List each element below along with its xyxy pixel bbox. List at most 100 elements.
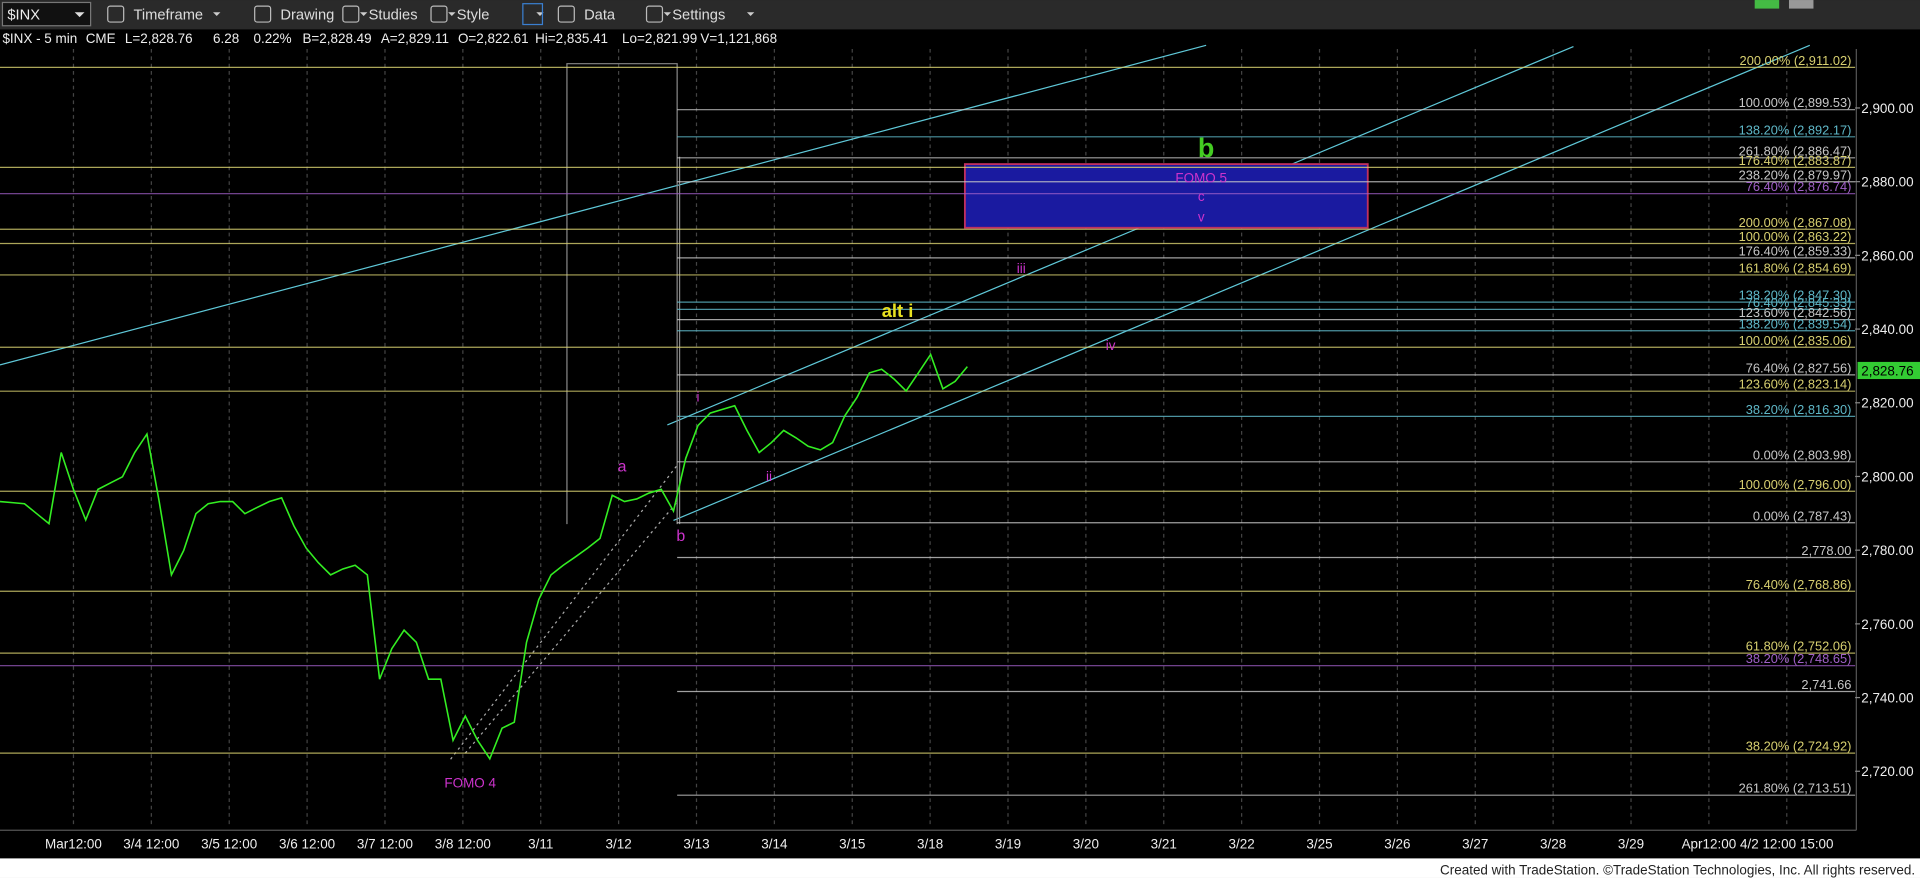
- fib-label: 138.20% (2,839.54): [1739, 316, 1852, 331]
- wave-label: b: [1198, 133, 1214, 163]
- y-tick-label: 2,840.00: [1861, 322, 1913, 337]
- wave-label: v: [1198, 210, 1205, 225]
- dropdown-arrow: [360, 12, 368, 16]
- wave-label: c: [1198, 189, 1205, 204]
- x-tick-label: 3/13: [683, 837, 709, 852]
- last-price-label: 2,828.76: [1861, 363, 1913, 378]
- quote-field: Hi=2,835.41: [535, 31, 608, 46]
- menu-item[interactable]: Data: [584, 8, 616, 24]
- fib-label: 176.40% (2,883.87): [1739, 153, 1852, 168]
- dropdown-arrow: [74, 12, 85, 18]
- menu-item[interactable]: Settings: [672, 8, 725, 24]
- menu-icon[interactable]: [254, 5, 272, 23]
- quote-field: 6.28: [213, 31, 239, 46]
- quote-field: O=2,822.61: [458, 31, 529, 46]
- quote-field: V=1,121,868: [700, 31, 777, 46]
- x-tick-label: 3/29: [1618, 837, 1644, 852]
- quote-field: Lo=2,821.99: [622, 31, 697, 46]
- quote-field: 0.22%: [253, 31, 291, 46]
- fib-label: 200.00% (2,867.08): [1739, 215, 1852, 230]
- x-tick-label: 3/28: [1540, 837, 1566, 852]
- y-tick-label: 2,780.00: [1861, 543, 1913, 558]
- y-tick-label: 2,800.00: [1861, 469, 1913, 484]
- y-tick-label: 2,860.00: [1861, 248, 1913, 263]
- wave-label: b: [676, 528, 685, 545]
- x-tick-label: 3/7 12:00: [357, 837, 413, 852]
- x-tick-label: 3/21: [1151, 837, 1177, 852]
- x-tick-label: 3/27: [1462, 837, 1488, 852]
- dropdown-arrow: [448, 12, 456, 16]
- x-tick-label: 3/4 12:00: [123, 837, 179, 852]
- wave-label: iii: [1017, 261, 1026, 276]
- menu-item[interactable]: Drawing: [280, 8, 334, 24]
- fib-label: 76.40% (2,827.56): [1746, 360, 1852, 375]
- dropdown-arrow: [746, 12, 755, 16]
- symbol: $INX: [7, 8, 40, 24]
- y-tick-label: 2,880.00: [1861, 175, 1913, 190]
- fib-label: 100.00% (2,796.00): [1739, 477, 1852, 492]
- menu-icon[interactable]: [430, 5, 448, 23]
- fib-label: 138.20% (2,892.17): [1739, 122, 1852, 137]
- fib-label: 100.00% (2,835.06): [1739, 333, 1852, 348]
- menu-item[interactable]: Studies: [369, 8, 418, 24]
- y-tick-label: 2,720.00: [1861, 764, 1913, 779]
- y-tick-label: 2,900.00: [1861, 101, 1913, 116]
- x-tick-label: 3/6 12:00: [279, 837, 335, 852]
- toolbar: [0, 0, 1920, 30]
- trend-line: [673, 44, 1811, 521]
- wave-label: a: [618, 458, 627, 475]
- fib-label: 76.40% (2,768.86): [1746, 577, 1852, 592]
- menu-icon[interactable]: [342, 5, 360, 23]
- trend-line: [0, 44, 1207, 366]
- footer-text: Created with TradeStation. ©TradeStation…: [1440, 862, 1915, 877]
- symbol-box[interactable]: [1, 1, 92, 27]
- x-tick-label: Apr12:00: [1682, 837, 1737, 852]
- x-tick-label: 3/12: [606, 837, 632, 852]
- fib-label: 76.40% (2,845.33): [1746, 295, 1852, 310]
- price-line: [0, 352, 968, 761]
- x-tick-label: 3/22: [1229, 837, 1255, 852]
- menu-icon[interactable]: [107, 5, 125, 23]
- x-tick-label: 4/2 12:00 15:00: [1740, 837, 1834, 852]
- x-tick-label: 3/11: [528, 837, 553, 852]
- fib-label: 123.60% (2,823.14): [1739, 377, 1852, 392]
- dropdown-arrow: [663, 12, 672, 16]
- wave-label: iv: [1106, 338, 1116, 353]
- status-button[interactable]: [1788, 0, 1814, 9]
- last-price-box: [1857, 361, 1920, 380]
- fib-label: 0.00% (2,787.43): [1753, 508, 1852, 523]
- fib-label: 2,741.66: [1801, 677, 1851, 692]
- fib-label: 38.20% (2,724.92): [1746, 739, 1852, 754]
- quote-field: $INX - 5 min: [2, 31, 77, 46]
- target-zone: [963, 163, 1369, 229]
- fib-label: 238.20% (2,879.97): [1739, 167, 1852, 182]
- fib-label: 100.00% (2,899.53): [1739, 95, 1852, 110]
- x-tick-label: 3/19: [995, 837, 1021, 852]
- quote-bar: $INX - 5 min CME L=2,828.76 6.28 0.22% B=2,82…: [2, 31, 777, 46]
- toolbar-button[interactable]: [522, 3, 544, 26]
- x-tick-label: 3/5 12:00: [201, 837, 257, 852]
- menu-icon[interactable]: [557, 5, 575, 23]
- y-tick-label: 2,760.00: [1861, 617, 1913, 632]
- quote-field: A=2,829.11: [381, 31, 449, 46]
- dropdown-arrow: [213, 12, 221, 16]
- menu-item[interactable]: Timeframe: [133, 8, 203, 24]
- status-button[interactable]: [1754, 0, 1780, 9]
- x-tick-label: 3/18: [917, 837, 943, 852]
- fib-label: 38.20% (2,816.30): [1746, 402, 1852, 417]
- menu-item[interactable]: Style: [457, 8, 490, 24]
- footer: [0, 858, 1920, 878]
- wave-label: ii: [766, 469, 772, 484]
- fib-label: 38.20% (2,748.65): [1746, 651, 1852, 666]
- fib-label: 138.20% (2,847.30): [1739, 288, 1852, 303]
- x-tick-label: 3/25: [1306, 837, 1332, 852]
- quote-field: B=2,828.49: [302, 31, 371, 46]
- fib-label: 161.80% (2,854.69): [1739, 260, 1852, 275]
- fib-label: 123.60% (2,842.56): [1739, 305, 1852, 320]
- menu-icon[interactable]: [645, 5, 664, 23]
- wave-label: i: [696, 390, 699, 405]
- fib-label: 61.80% (2,752.06): [1746, 639, 1852, 654]
